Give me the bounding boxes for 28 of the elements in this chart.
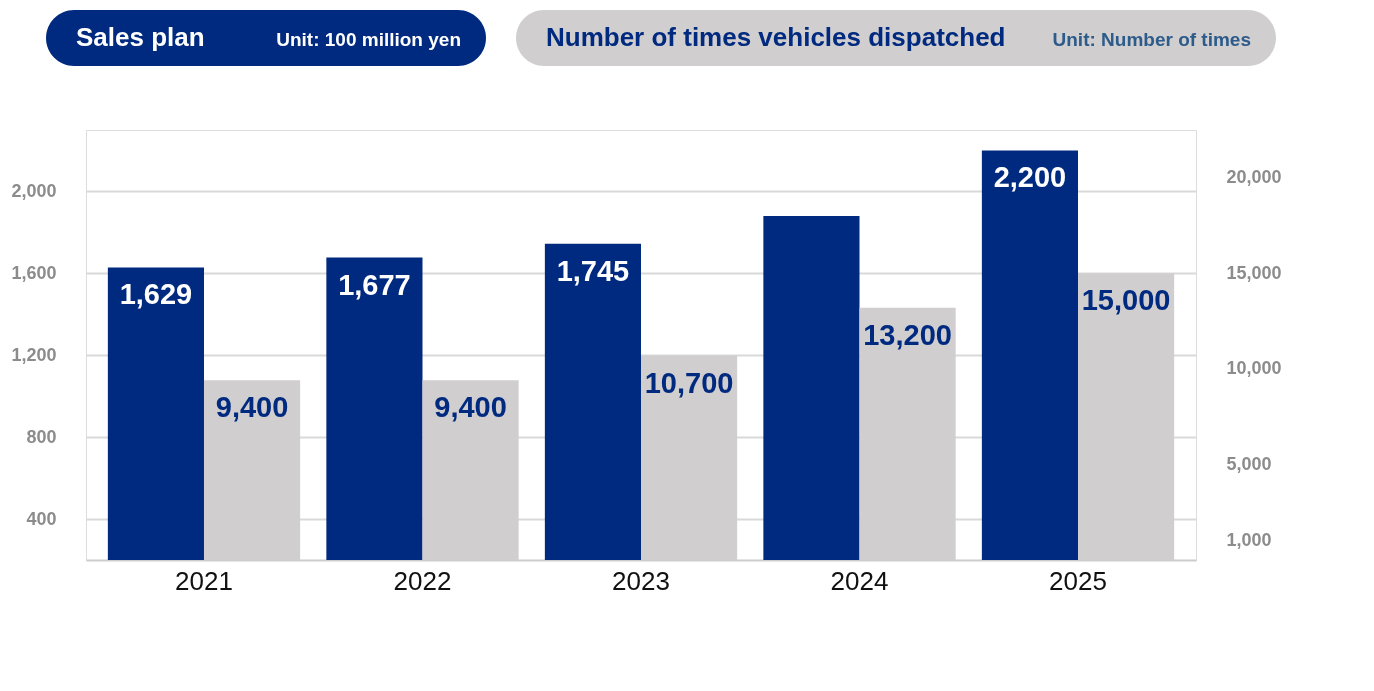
y-tick-label: 1,600 (11, 262, 57, 283)
x-tick-label: 2024 (830, 565, 889, 596)
x-tick-label: 2022 (393, 565, 452, 596)
x-tick-label: 2025 (1049, 565, 1107, 596)
y2-tick-label: 20,000 (1226, 167, 1282, 188)
y-tick-label: 2,000 (11, 180, 57, 201)
y2-axis-title: Unit: Number of times (1052, 29, 1251, 50)
x-tick-label: 2023 (612, 565, 670, 596)
y-tick-label: 1,200 (11, 344, 57, 365)
data-label: 1,745 (556, 254, 630, 287)
y2-tick-label: 10,000 (1226, 358, 1282, 379)
y2-tick-label: 5,000 (1226, 453, 1272, 474)
data-label: 13,200 (863, 318, 952, 351)
y2-tick-label: 15,000 (1226, 262, 1282, 283)
data-label: 9,400 (434, 391, 507, 424)
data-label: 1,629 (119, 278, 193, 311)
x-tick-label: 2021 (175, 565, 233, 596)
y-tick-label: 400 (26, 508, 57, 529)
data-label: 10,700 (644, 366, 734, 399)
text: Number of times vehicles dispatched (546, 22, 1006, 52)
y2-tick-label: 1,000 (1226, 530, 1272, 551)
data-label: 15,000 (1081, 284, 1171, 317)
y-axis-title: Unit: 100 million yen (276, 29, 461, 50)
data-label: 1,677 (338, 268, 411, 301)
data-label: 9,400 (215, 391, 289, 424)
y-tick-label: 800 (26, 426, 57, 447)
text: Sales plan (76, 22, 205, 52)
data-label: 2,200 (993, 161, 1067, 194)
